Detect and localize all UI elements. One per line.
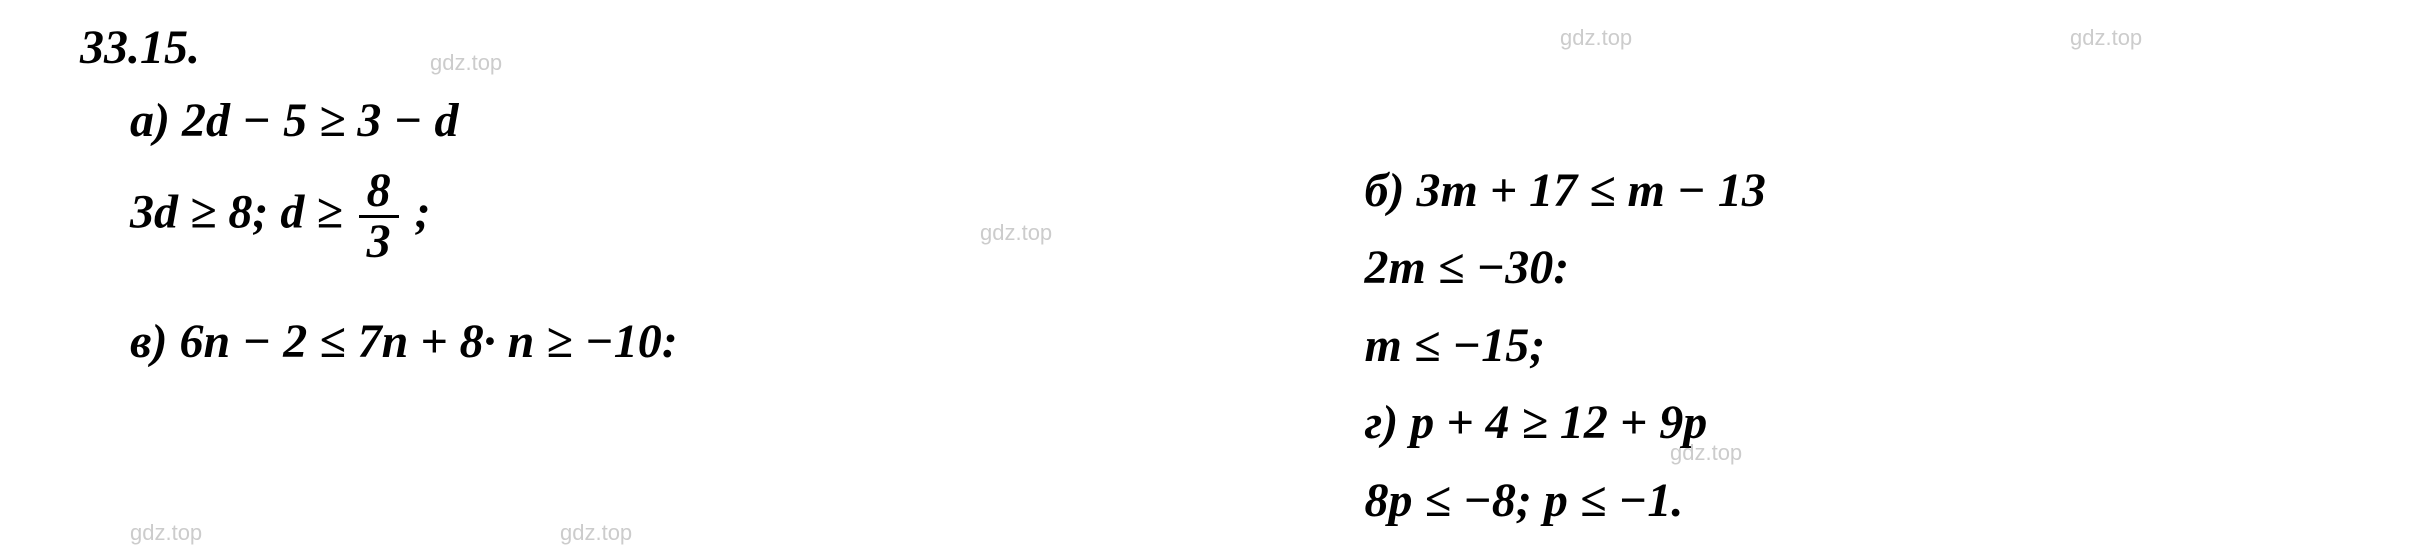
problem-number: 33.15. xyxy=(80,20,2349,75)
part-v-line1: в) 6n − 2 ≤ 7n + 8· n ≥ −10: xyxy=(80,311,1115,373)
watermark-5: gdz.top xyxy=(1670,440,1742,466)
part-a-step2: d ≥ xyxy=(280,186,342,239)
watermark-1: gdz.top xyxy=(430,50,502,76)
part-a-line1: а) 2d − 5 ≥ 3 − d xyxy=(80,90,1115,152)
part-b-line2: 2m ≤ −30: xyxy=(1315,237,2350,299)
right-column: б) 3m + 17 ≤ m − 13 2m ≤ −30: m ≤ −15; г… xyxy=(1315,90,2350,547)
part-g-line2: 8p ≤ −8; p ≤ −1. xyxy=(1315,470,2350,532)
watermark-3: gdz.top xyxy=(2070,25,2142,51)
content-container: а) 2d − 5 ≥ 3 − d 3d ≥ 8; d ≥ 8 3 ; в) 6… xyxy=(80,90,2349,547)
fraction-denominator: 3 xyxy=(359,218,399,266)
watermark-6: gdz.top xyxy=(130,520,202,546)
fraction-numerator: 8 xyxy=(359,167,399,218)
watermark-4: gdz.top xyxy=(980,220,1052,246)
watermark-2: gdz.top xyxy=(1560,25,1632,51)
part-g-label: г) xyxy=(1365,396,1399,449)
part-a-line2: 3d ≥ 8; d ≥ 8 3 ; xyxy=(80,167,1115,266)
watermark-7: gdz.top xyxy=(560,520,632,546)
part-a-expression: 2d − 5 ≥ 3 − d xyxy=(182,94,459,147)
part-g-expression: p + 4 ≥ 12 + 9p xyxy=(1410,396,1707,449)
part-a-step1: 3d ≥ 8; xyxy=(130,186,268,239)
part-v-expression: 6n − 2 ≤ 7n + 8· n ≥ −10: xyxy=(179,315,677,368)
part-v-label: в) xyxy=(130,315,167,368)
part-a-end: ; xyxy=(415,186,431,239)
part-b-label: б) xyxy=(1365,164,1405,217)
part-g-line1: г) p + 4 ≥ 12 + 9p xyxy=(1315,392,2350,454)
part-b-line3: m ≤ −15; xyxy=(1315,315,2350,377)
left-column: а) 2d − 5 ≥ 3 − d 3d ≥ 8; d ≥ 8 3 ; в) 6… xyxy=(80,90,1115,547)
part-b-expression: 3m + 17 ≤ m − 13 xyxy=(1416,164,1765,217)
part-b-line1: б) 3m + 17 ≤ m − 13 xyxy=(1315,160,2350,222)
fraction: 8 3 xyxy=(359,167,399,266)
part-a-label: а) xyxy=(130,94,170,147)
